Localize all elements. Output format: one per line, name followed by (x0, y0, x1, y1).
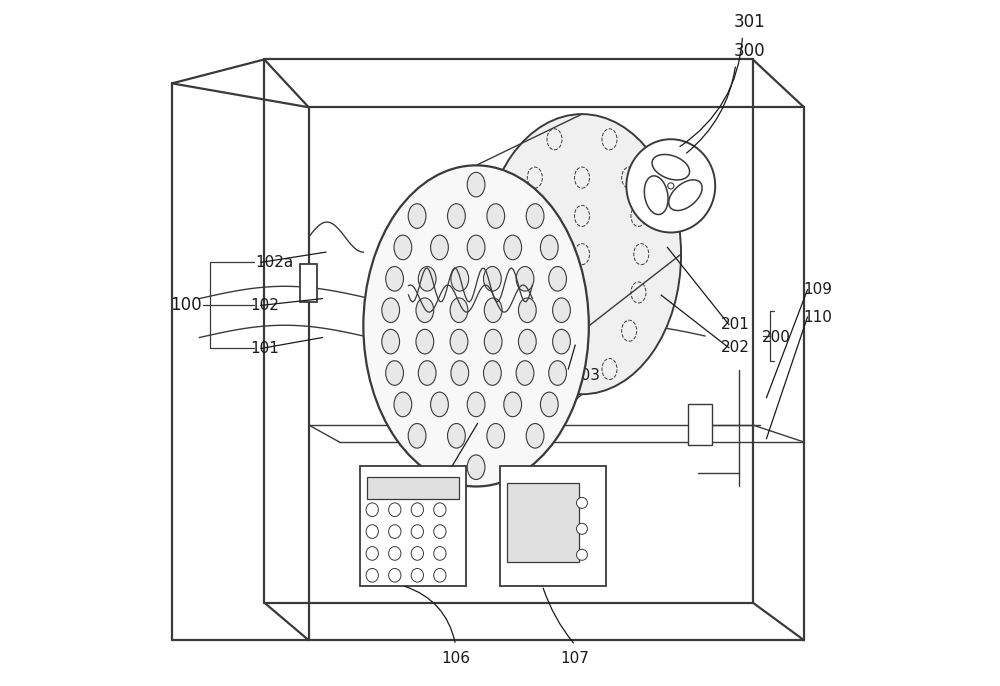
Bar (367, 477, 459, 499)
Text: 301: 301 (734, 13, 765, 31)
Ellipse shape (484, 267, 501, 291)
Ellipse shape (411, 547, 423, 560)
Text: 108: 108 (466, 410, 495, 424)
Ellipse shape (366, 547, 378, 560)
Ellipse shape (484, 361, 501, 386)
Ellipse shape (418, 361, 436, 386)
Ellipse shape (450, 329, 468, 354)
Text: 102: 102 (250, 298, 279, 313)
Bar (300, 264, 317, 302)
Ellipse shape (366, 503, 378, 517)
Ellipse shape (484, 329, 502, 354)
Ellipse shape (389, 547, 401, 560)
Ellipse shape (626, 139, 715, 233)
Text: 110: 110 (803, 309, 832, 324)
Ellipse shape (386, 361, 403, 386)
Text: 101: 101 (250, 341, 279, 356)
Ellipse shape (487, 423, 505, 448)
Bar (507, 483, 579, 562)
Ellipse shape (448, 204, 465, 228)
Ellipse shape (382, 329, 400, 354)
Ellipse shape (408, 204, 426, 228)
Ellipse shape (549, 267, 566, 291)
Ellipse shape (416, 298, 434, 322)
Ellipse shape (389, 525, 401, 539)
Ellipse shape (644, 176, 668, 215)
Ellipse shape (577, 497, 587, 508)
Text: 100: 100 (170, 296, 202, 314)
Ellipse shape (450, 298, 468, 322)
Ellipse shape (411, 525, 423, 539)
Ellipse shape (553, 329, 570, 354)
Text: 300: 300 (734, 42, 765, 60)
Text: 109: 109 (803, 282, 832, 297)
Ellipse shape (451, 267, 469, 291)
Ellipse shape (516, 361, 534, 386)
Ellipse shape (448, 423, 465, 448)
Ellipse shape (389, 503, 401, 517)
Bar (688, 405, 712, 445)
Ellipse shape (434, 569, 446, 582)
Ellipse shape (577, 549, 587, 560)
Text: 103: 103 (571, 368, 600, 383)
Ellipse shape (386, 267, 403, 291)
Ellipse shape (526, 423, 544, 448)
Ellipse shape (504, 392, 522, 416)
Ellipse shape (516, 267, 534, 291)
Ellipse shape (382, 298, 400, 322)
Ellipse shape (434, 525, 446, 539)
Ellipse shape (518, 298, 536, 322)
Text: 201: 201 (721, 317, 750, 332)
Text: 106: 106 (441, 651, 470, 666)
Ellipse shape (652, 154, 690, 180)
Ellipse shape (411, 569, 423, 582)
Ellipse shape (394, 392, 412, 416)
Ellipse shape (467, 392, 485, 416)
Ellipse shape (467, 235, 485, 260)
Ellipse shape (418, 267, 436, 291)
Ellipse shape (431, 235, 448, 260)
Ellipse shape (577, 523, 587, 534)
Ellipse shape (487, 204, 505, 228)
Ellipse shape (504, 235, 522, 260)
Text: 200: 200 (762, 330, 791, 345)
Ellipse shape (389, 569, 401, 582)
Ellipse shape (526, 204, 544, 228)
Ellipse shape (434, 547, 446, 560)
Bar (360, 466, 466, 586)
Ellipse shape (416, 329, 434, 354)
Ellipse shape (518, 329, 536, 354)
Text: 107: 107 (561, 651, 590, 666)
Text: 202: 202 (721, 340, 750, 355)
Ellipse shape (434, 503, 446, 517)
Ellipse shape (540, 392, 558, 416)
Ellipse shape (366, 569, 378, 582)
Ellipse shape (451, 361, 469, 386)
Ellipse shape (669, 180, 702, 211)
Ellipse shape (540, 235, 558, 260)
Ellipse shape (394, 235, 412, 260)
Ellipse shape (467, 172, 485, 197)
Ellipse shape (553, 298, 570, 322)
Text: 102a: 102a (255, 255, 294, 270)
Ellipse shape (431, 392, 448, 416)
Ellipse shape (411, 503, 423, 517)
Bar (500, 466, 606, 586)
Ellipse shape (483, 114, 681, 394)
Ellipse shape (366, 525, 378, 539)
Ellipse shape (484, 298, 502, 322)
Ellipse shape (408, 423, 426, 448)
Ellipse shape (363, 165, 589, 486)
Ellipse shape (668, 182, 674, 189)
Ellipse shape (467, 455, 485, 480)
Ellipse shape (549, 361, 566, 386)
